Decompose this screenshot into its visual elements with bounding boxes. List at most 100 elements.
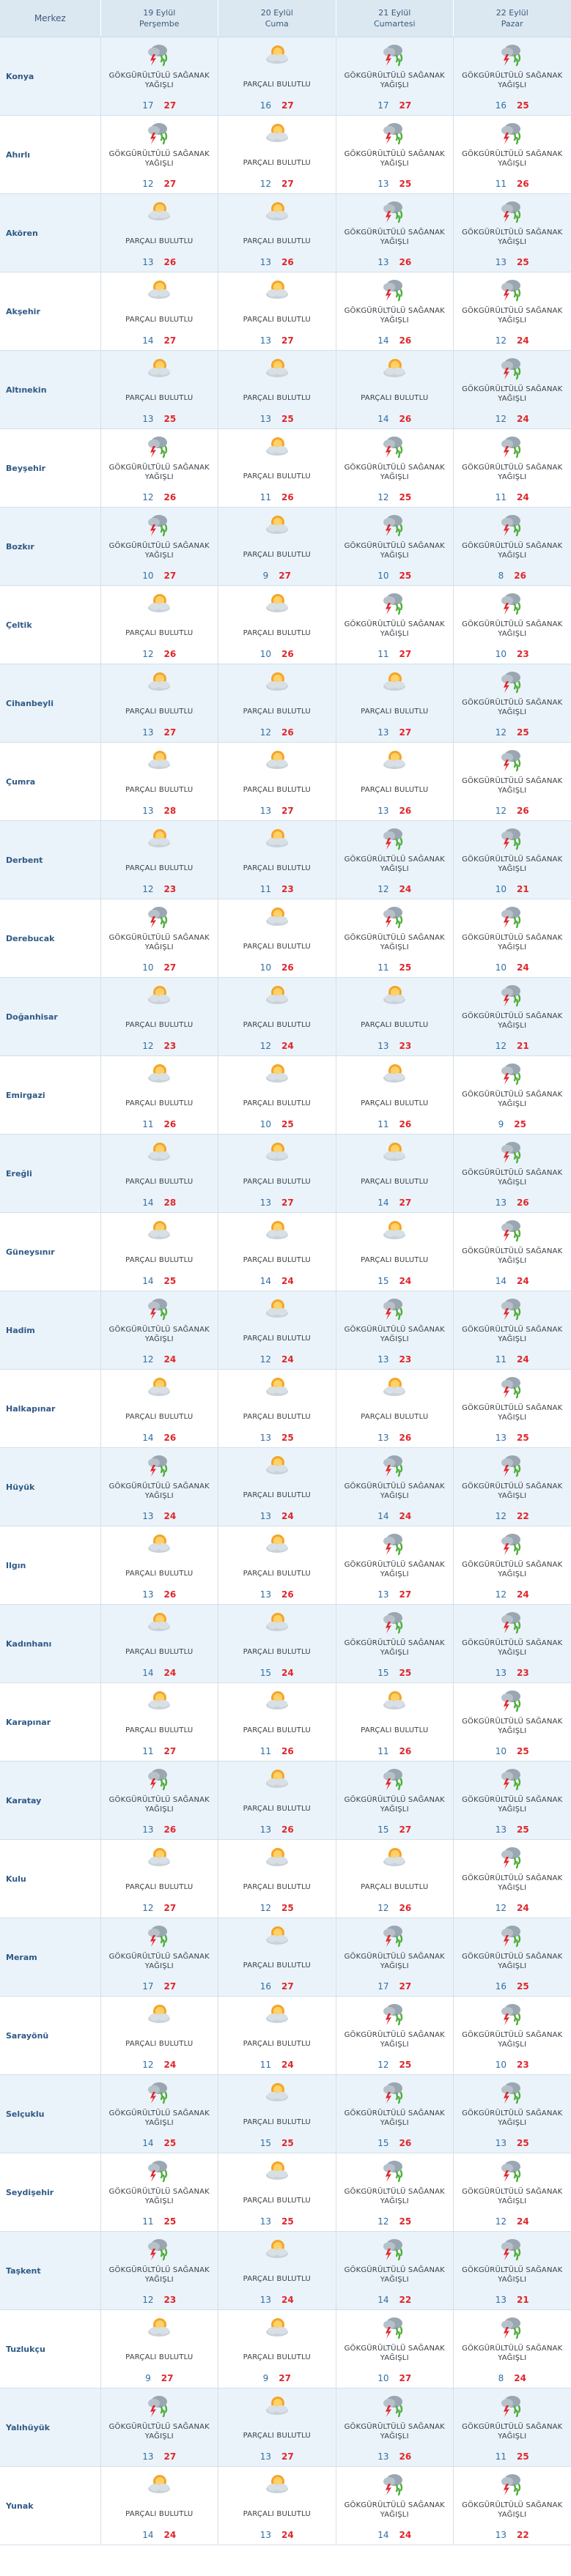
condition-text: PARÇALI BULUTLU bbox=[243, 472, 311, 480]
center-name[interactable]: Çumra bbox=[0, 742, 101, 821]
temp-max: 26 bbox=[399, 2451, 412, 2462]
temperature-range: 13 27 bbox=[101, 2451, 218, 2462]
center-name[interactable]: Akşehir bbox=[0, 272, 101, 351]
temperature-range: 12 21 bbox=[454, 1041, 571, 1051]
temp-max: 25 bbox=[281, 1119, 294, 1129]
center-name[interactable]: Halkapınar bbox=[0, 1369, 101, 1448]
temperature-range: 13 27 bbox=[336, 727, 454, 738]
center-name[interactable]: Derbent bbox=[0, 820, 101, 899]
temp-max: 27 bbox=[163, 727, 177, 738]
temp-max: 26 bbox=[163, 1825, 177, 1835]
center-name[interactable]: Selçuklu bbox=[0, 2074, 101, 2153]
center-name[interactable]: Hüyük bbox=[0, 1447, 101, 1526]
temperature-range: 13 26 bbox=[101, 1825, 218, 1835]
temp-max: 25 bbox=[399, 1668, 412, 1678]
center-name[interactable]: Yalıhüyük bbox=[0, 2388, 101, 2467]
temp-min: 12 bbox=[495, 1511, 507, 1521]
thunderstorm-rain-icon bbox=[144, 1452, 174, 1477]
center-name[interactable]: Kulu bbox=[0, 1839, 101, 1918]
day-cell: GÖKGÜRÜLTÜLÜ SAĞANAK YAĞIŞLI 12 25 bbox=[336, 2153, 454, 2232]
center-name[interactable]: Emirgazi bbox=[0, 1055, 101, 1135]
temp-max: 25 bbox=[517, 1433, 529, 1443]
center-name[interactable]: Altınekin bbox=[0, 350, 101, 429]
day-cell: GÖKGÜRÜLTÜLÜ SAĞANAK YAĞIŞLI 14 24 bbox=[336, 2466, 454, 2545]
temperature-range: 13 25 bbox=[218, 2216, 336, 2227]
day-cell: PARÇALI BULUTLU 16 27 bbox=[218, 37, 336, 116]
center-name[interactable]: Derebucak bbox=[0, 899, 101, 978]
condition-text: PARÇALI BULUTLU bbox=[243, 1570, 311, 1578]
condition-text: GÖKGÜRÜLTÜLÜ SAĞANAK YAĞIŞLI bbox=[344, 2423, 445, 2440]
temperature-range: 12 25 bbox=[336, 492, 454, 502]
center-name[interactable]: Kadınhanı bbox=[0, 1604, 101, 1683]
temp-max: 26 bbox=[399, 806, 412, 816]
temp-max: 27 bbox=[163, 571, 177, 581]
center-name[interactable]: Taşkent bbox=[0, 2231, 101, 2310]
condition-text: PARÇALI BULUTLU bbox=[243, 1961, 311, 1970]
center-name[interactable]: Yunak bbox=[0, 2466, 101, 2545]
temp-max: 23 bbox=[399, 1354, 412, 1365]
center-name[interactable]: Doğanhisar bbox=[0, 977, 101, 1056]
partly-cloudy-icon bbox=[262, 434, 292, 459]
partly-cloudy-icon bbox=[262, 42, 292, 67]
temp-min: 14 bbox=[142, 335, 154, 346]
temperature-range: 13 25 bbox=[454, 2138, 571, 2148]
temperature-range: 15 25 bbox=[218, 2138, 336, 2148]
header-center-label: Merkez bbox=[0, 0, 101, 37]
temperature-range: 14 24 bbox=[101, 2530, 218, 2540]
day-cell: PARÇALI BULUTLU 11 26 bbox=[336, 1682, 454, 1762]
center-name[interactable]: Cihanbeyli bbox=[0, 664, 101, 743]
condition-text: GÖKGÜRÜLTÜLÜ SAĞANAK YAĞIŞLI bbox=[462, 2345, 563, 2362]
temperature-range: 15 24 bbox=[336, 1276, 454, 1286]
temp-min: 12 bbox=[142, 884, 154, 894]
center-name[interactable]: Konya bbox=[0, 37, 101, 116]
thunderstorm-rain-icon bbox=[379, 1609, 410, 1634]
condition-text: GÖKGÜRÜLTÜLÜ SAĞANAK YAĞIŞLI bbox=[344, 1953, 445, 1970]
temp-min: 12 bbox=[142, 649, 154, 659]
temp-max: 23 bbox=[163, 2295, 177, 2305]
temperature-range: 13 27 bbox=[218, 2451, 336, 2462]
center-name[interactable]: Ilgın bbox=[0, 1526, 101, 1605]
temperature-range: 13 25 bbox=[218, 1433, 336, 1443]
thunderstorm-rain-icon bbox=[379, 1923, 410, 1948]
center-name[interactable]: Ereğli bbox=[0, 1134, 101, 1213]
center-name[interactable]: Güneysınır bbox=[0, 1212, 101, 1291]
condition-text: GÖKGÜRÜLTÜLÜ SAĞANAK YAĞIŞLI bbox=[344, 229, 445, 246]
temperature-range: 16 25 bbox=[454, 100, 571, 111]
center-name[interactable]: Hadim bbox=[0, 1291, 101, 1370]
center-name[interactable]: Seydişehir bbox=[0, 2153, 101, 2232]
temp-min: 13 bbox=[142, 806, 154, 816]
temperature-range: 13 25 bbox=[218, 414, 336, 424]
center-name[interactable]: Bozkır bbox=[0, 507, 101, 586]
center-name[interactable]: Meram bbox=[0, 1918, 101, 1997]
condition-text: PARÇALI BULUTLU bbox=[243, 1491, 311, 1499]
center-name[interactable]: Sarayönü bbox=[0, 1996, 101, 2075]
partly-cloudy-icon bbox=[262, 825, 292, 850]
temp-max: 25 bbox=[281, 414, 294, 424]
condition-text: PARÇALI BULUTLU bbox=[243, 316, 311, 324]
day-cell: PARÇALI BULUTLU 14 27 bbox=[336, 1134, 454, 1213]
temperature-range: 11 26 bbox=[218, 492, 336, 502]
center-name[interactable]: Karatay bbox=[0, 1761, 101, 1840]
table-row: Taşkent GÖKGÜRÜLTÜLÜ SAĞANAK YAĞIŞLI 12 23 P… bbox=[0, 2231, 571, 2310]
partly-cloudy-icon bbox=[144, 1531, 174, 1556]
condition-text: GÖKGÜRÜLTÜLÜ SAĞANAK YAĞIŞLI bbox=[344, 2266, 445, 2284]
center-name[interactable]: Beyşehir bbox=[0, 428, 101, 508]
condition-text: GÖKGÜRÜLTÜLÜ SAĞANAK YAĞIŞLI bbox=[462, 72, 563, 89]
center-name[interactable]: Akören bbox=[0, 193, 101, 272]
condition-text: PARÇALI BULUTLU bbox=[125, 629, 194, 637]
center-name[interactable]: Tuzlukçu bbox=[0, 2309, 101, 2388]
center-name[interactable]: Ahırlı bbox=[0, 115, 101, 194]
condition-text: GÖKGÜRÜLTÜLÜ SAĞANAK YAĞIŞLI bbox=[108, 1482, 210, 1500]
day-cell: GÖKGÜRÜLTÜLÜ SAĞANAK YAĞIŞLI 11 25 bbox=[453, 2388, 571, 2467]
temp-min: 13 bbox=[377, 806, 389, 816]
center-name[interactable]: Karapınar bbox=[0, 1682, 101, 1762]
thunderstorm-rain-icon bbox=[497, 669, 528, 694]
day-cell: PARÇALI BULUTLU 14 25 bbox=[100, 1212, 218, 1291]
thunderstorm-rain-icon bbox=[497, 825, 528, 850]
temp-max: 27 bbox=[281, 1198, 294, 1208]
temp-min: 12 bbox=[377, 2216, 389, 2227]
temperature-range: 10 26 bbox=[218, 649, 336, 659]
temp-max: 27 bbox=[399, 1198, 412, 1208]
day-cell: GÖKGÜRÜLTÜLÜ SAĞANAK YAĞIŞLI 17 27 bbox=[336, 1918, 454, 1997]
center-name[interactable]: Çeltik bbox=[0, 585, 101, 664]
